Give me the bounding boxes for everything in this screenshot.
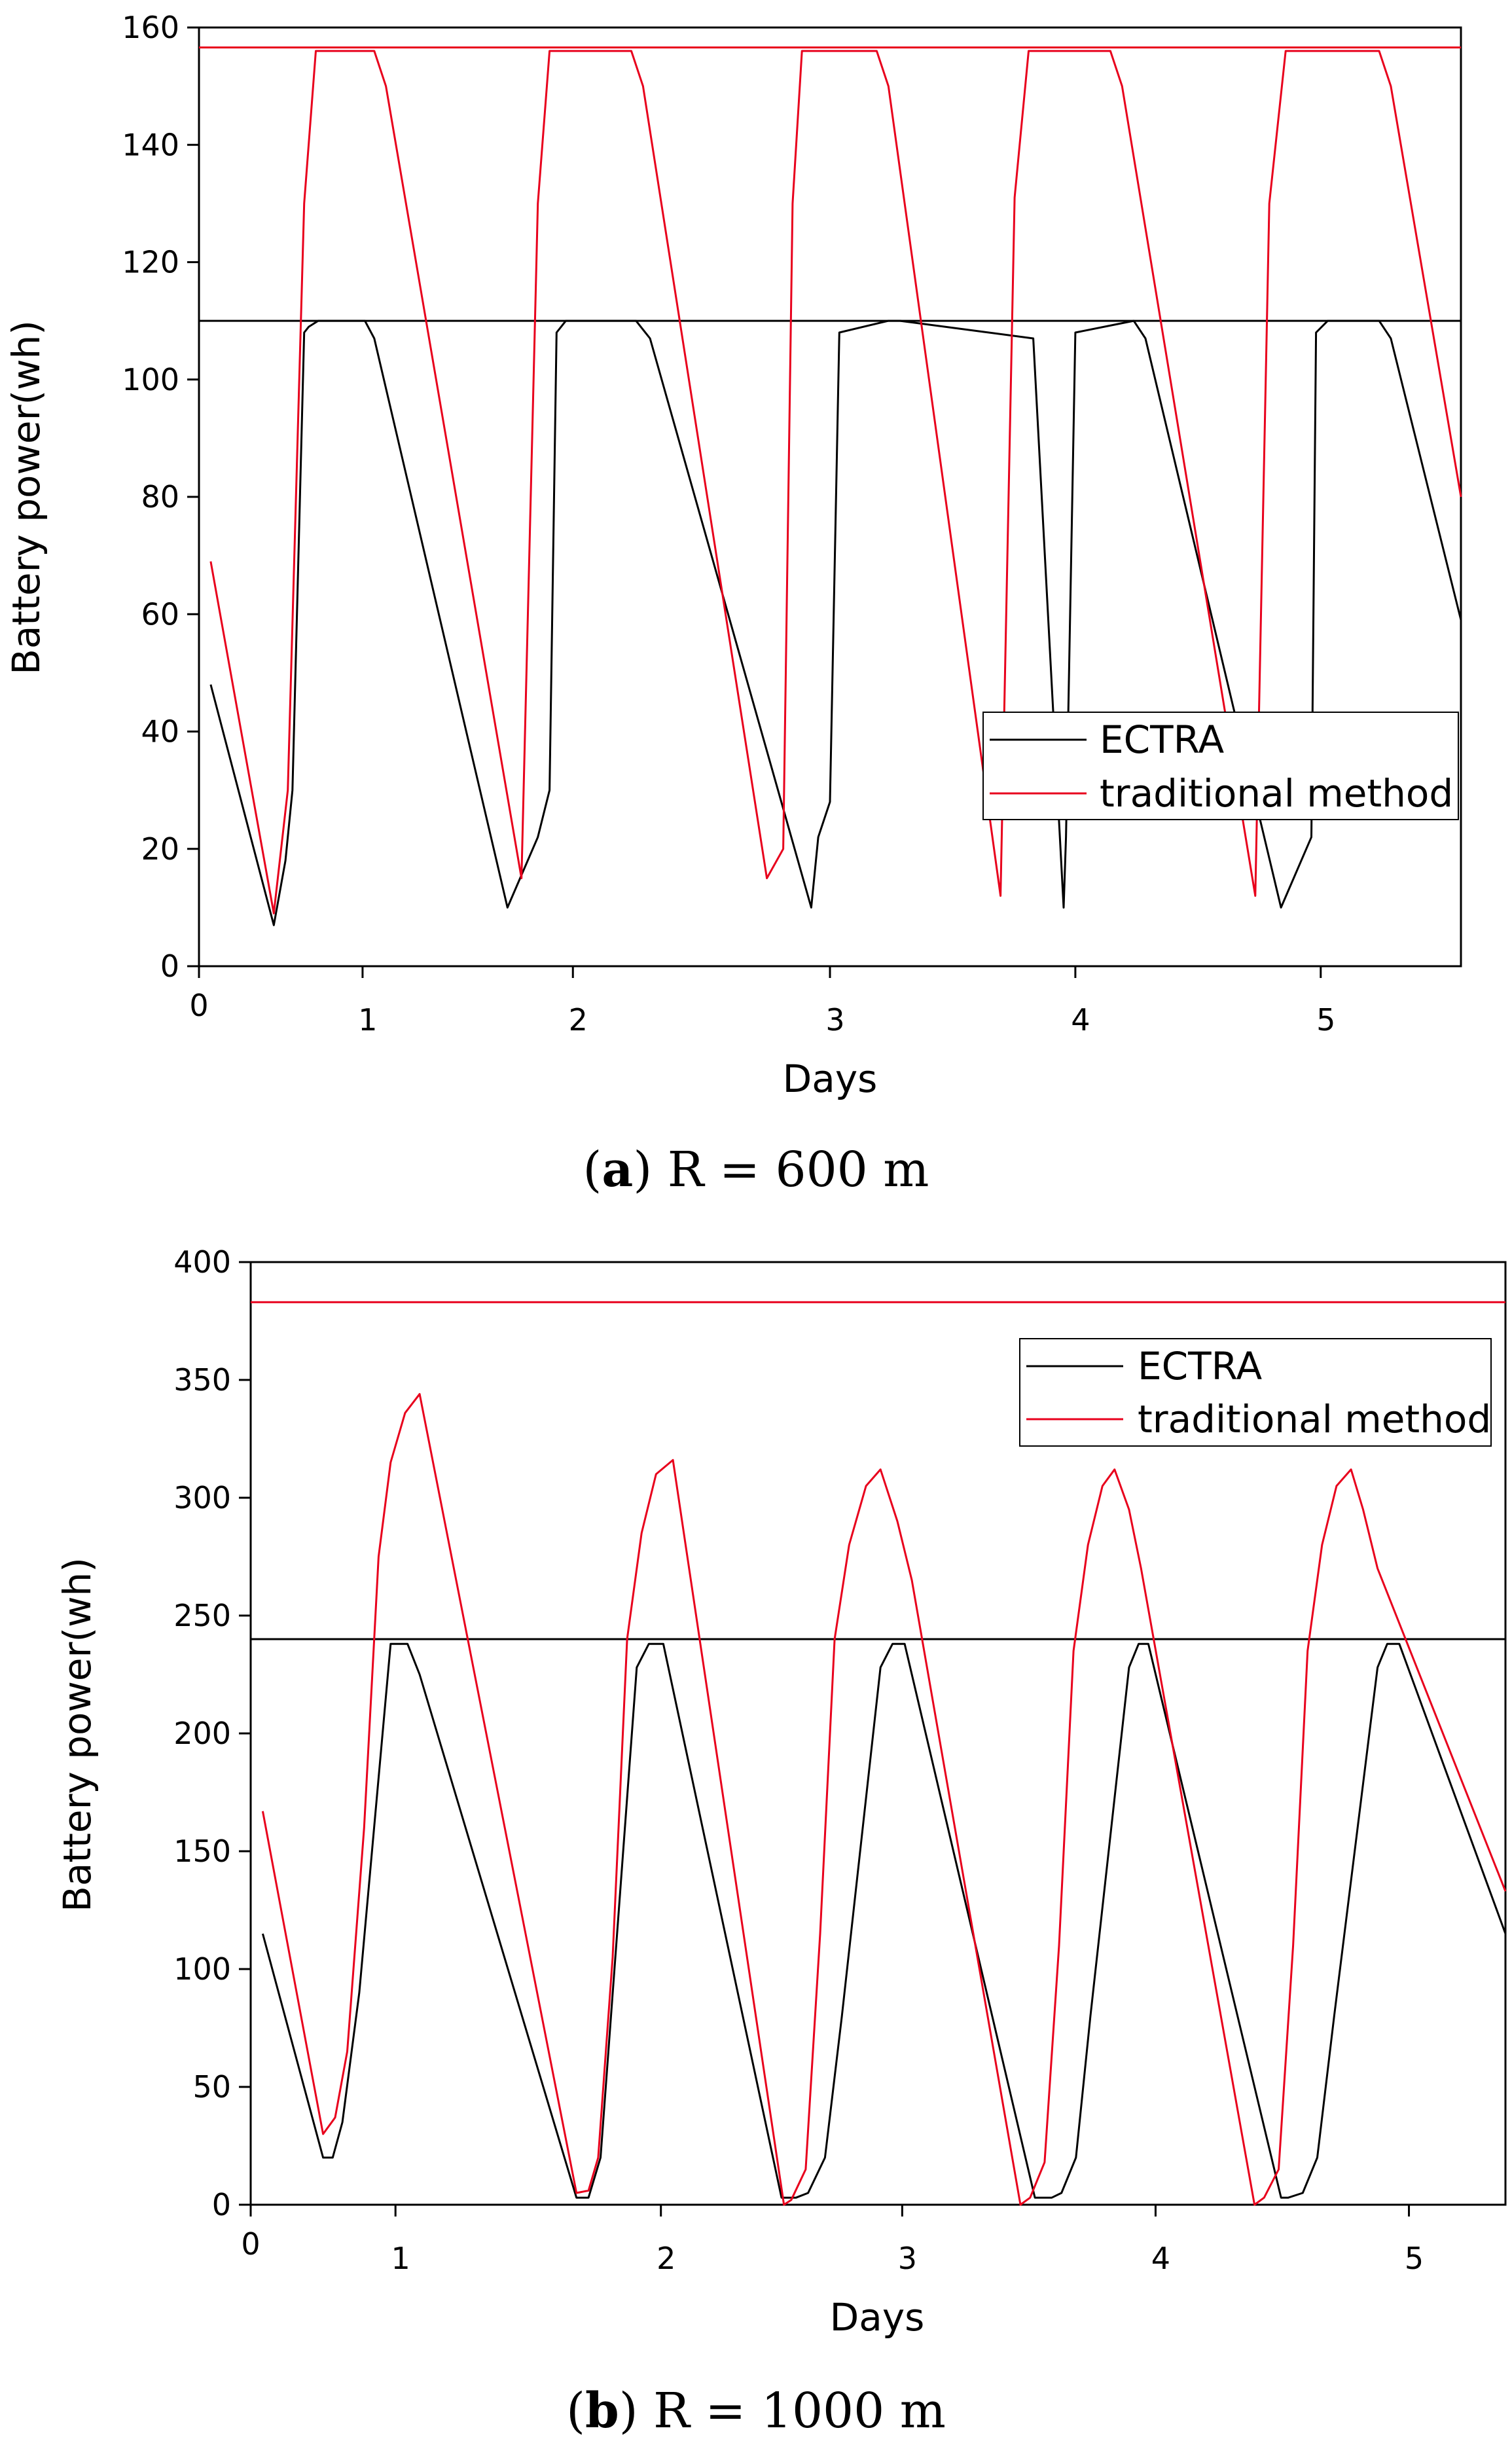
caption-b: (b) R = 1000 m: [566, 2383, 946, 2439]
y-tick-label: 300: [173, 1480, 231, 1515]
capacity-lines: [251, 1301, 1505, 1640]
series-line-ectra: [261, 1642, 1507, 2199]
chart-panel-b: 0 1 2 3 4 5 0 50 100 150 200 250 300 350 400 ECTRA tr…: [55, 1244, 1507, 2439]
y-tick-label: 400: [173, 1244, 231, 1280]
x-tick-label: 3: [898, 2241, 917, 2276]
x-axis-title: Days: [830, 2295, 925, 2340]
caption-a-text: R = 600 m: [652, 1142, 929, 1198]
y-axis-title: Battery power(wh): [4, 320, 48, 675]
series-lines: [209, 50, 1462, 926]
y-tick-label: 80: [141, 479, 179, 515]
caption-b-letter: b: [585, 2383, 619, 2439]
x-tick-label: 4: [1151, 2241, 1170, 2276]
y-tick-label: 0: [160, 949, 179, 984]
legend-label-traditional: traditional method: [1100, 771, 1453, 816]
x-tick-label: 1: [358, 1002, 377, 1038]
x-tick-label: 1: [391, 2241, 410, 2276]
y-axis-ticks: 0 20 40 60 80 100 120 140 160: [122, 10, 199, 984]
x-tick-label: 3: [825, 1002, 844, 1038]
x-tick-label: 2: [569, 1002, 588, 1038]
caption-b-close: ): [619, 2383, 638, 2439]
y-tick-label: 40: [141, 714, 179, 750]
caption-b-open: (: [566, 2383, 585, 2439]
y-tick-label: 60: [141, 596, 179, 632]
legend-label-ectra: ECTRA: [1100, 717, 1225, 762]
x-tick-label: 4: [1071, 1002, 1090, 1038]
y-tick-label: 350: [173, 1362, 231, 1398]
capacity-lines: [199, 46, 1461, 322]
y-tick-label: 100: [122, 362, 179, 397]
y-axis-title: Battery power(wh): [55, 1557, 99, 1912]
caption-a-open: (: [583, 1142, 602, 1198]
chart-panel-a: 0 1 2 3 4 5 0 20 40 60 80 100 120 140 160 ECTRA tradi…: [4, 10, 1462, 1198]
y-tick-label: 140: [122, 127, 179, 162]
y-tick-label: 150: [173, 1834, 231, 1869]
legend: ECTRA traditional method: [982, 712, 1459, 820]
x-tick-label: 5: [1405, 2241, 1424, 2276]
legend-label-ectra: ECTRA: [1138, 1344, 1263, 1388]
y-tick-label: 50: [192, 2069, 231, 2105]
caption-a-letter: a: [602, 1142, 633, 1198]
caption-b-text: R = 1000 m: [638, 2383, 946, 2439]
legend: ECTRA traditional method: [1019, 1338, 1492, 1447]
x-tick-label: 2: [657, 2241, 675, 2276]
plot-frame: [198, 26, 1462, 968]
y-tick-label: 160: [122, 10, 179, 45]
y-tick-label: 0: [212, 2187, 231, 2222]
series-lines: [261, 1393, 1507, 2206]
series-line-traditional-method: [209, 50, 1462, 914]
y-tick-label: 120: [122, 245, 179, 280]
y-tick-label: 200: [173, 1716, 231, 1751]
x-axis-title: Days: [783, 1057, 878, 1101]
x-tick-label: 0: [189, 988, 208, 1023]
legend-box: [982, 712, 1459, 820]
legend-label-traditional: traditional method: [1138, 1397, 1491, 1441]
x-tick-label: 0: [241, 2226, 260, 2262]
caption-a: (a) R = 600 m: [583, 1142, 929, 1198]
x-tick-label: 5: [1316, 1002, 1335, 1038]
y-tick-label: 250: [173, 1598, 231, 1633]
y-tick-label: 20: [141, 831, 179, 867]
caption-a-close: ): [633, 1142, 652, 1198]
y-axis-ticks: 0 50 100 150 200 250 300 350 400: [173, 1244, 251, 2222]
y-tick-label: 100: [173, 1951, 231, 1987]
legend-box: [1019, 1338, 1492, 1447]
series-line-traditional-method: [261, 1393, 1507, 2206]
x-axis-ticks: 0 1 2 3 4 5: [189, 966, 1335, 1038]
series-line-ectra: [209, 319, 1462, 926]
x-axis-ticks: 0 1 2 3 4 5: [241, 2205, 1424, 2276]
